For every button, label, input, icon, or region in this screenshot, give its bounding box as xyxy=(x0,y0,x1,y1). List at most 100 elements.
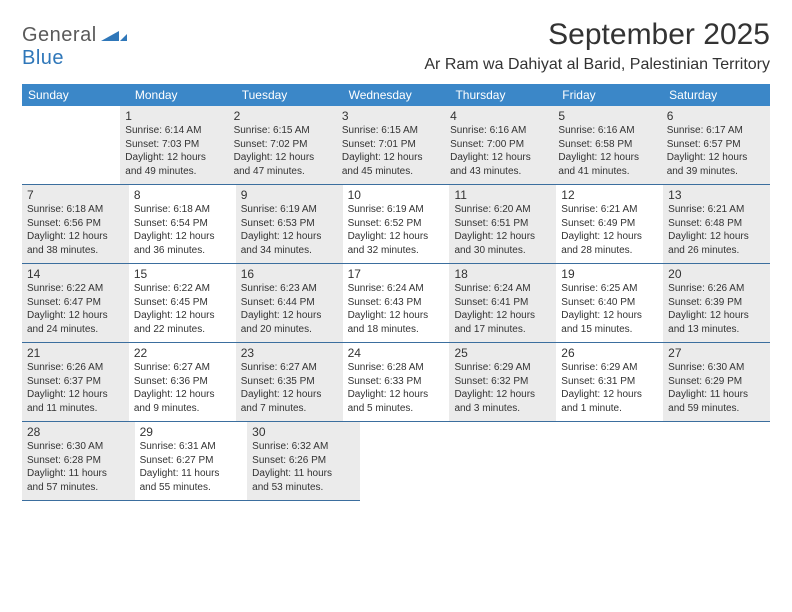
dayheader-cell: Saturday xyxy=(663,84,770,106)
page: General Blue September 2025 Ar Ram wa Da… xyxy=(0,0,792,501)
day-cell: 8Sunrise: 6:18 AMSunset: 6:54 PMDaylight… xyxy=(129,185,236,263)
sunrise-text: Sunrise: 6:26 AM xyxy=(668,282,765,296)
sunrise-text: Sunrise: 6:24 AM xyxy=(348,282,445,296)
daylight-text-2: and 34 minutes. xyxy=(241,244,338,258)
day-info: Sunrise: 6:23 AMSunset: 6:44 PMDaylight:… xyxy=(241,282,338,336)
daylight-text-1: Daylight: 11 hours xyxy=(140,467,243,481)
day-number: 7 xyxy=(27,188,124,202)
daylight-text-2: and 11 minutes. xyxy=(27,402,124,416)
sunset-text: Sunset: 7:01 PM xyxy=(342,138,440,152)
daylight-text-2: and 32 minutes. xyxy=(348,244,445,258)
day-number: 23 xyxy=(241,346,338,360)
day-cell: 20Sunrise: 6:26 AMSunset: 6:39 PMDayligh… xyxy=(663,264,770,342)
day-number: 26 xyxy=(561,346,658,360)
sunset-text: Sunset: 6:35 PM xyxy=(241,375,338,389)
day-number: 5 xyxy=(558,109,656,123)
day-cell: 30Sunrise: 6:32 AMSunset: 6:26 PMDayligh… xyxy=(247,422,360,501)
sunset-text: Sunset: 6:32 PM xyxy=(454,375,551,389)
daylight-text-1: Daylight: 11 hours xyxy=(27,467,130,481)
logo-icon xyxy=(101,24,127,47)
sunset-text: Sunset: 6:51 PM xyxy=(454,217,551,231)
day-info: Sunrise: 6:22 AMSunset: 6:47 PMDaylight:… xyxy=(27,282,124,336)
sunrise-text: Sunrise: 6:18 AM xyxy=(27,203,124,217)
daylight-text-1: Daylight: 12 hours xyxy=(668,230,765,244)
daylight-text-1: Daylight: 12 hours xyxy=(27,230,124,244)
day-number: 6 xyxy=(667,109,765,123)
title-block: September 2025 Ar Ram wa Dahiyat al Bari… xyxy=(424,18,770,74)
day-cell: 28Sunrise: 6:30 AMSunset: 6:28 PMDayligh… xyxy=(22,422,135,501)
day-cell: 4Sunrise: 6:16 AMSunset: 7:00 PMDaylight… xyxy=(445,106,553,184)
daylight-text-1: Daylight: 11 hours xyxy=(252,467,355,481)
day-number: 18 xyxy=(454,267,551,281)
sunset-text: Sunset: 6:33 PM xyxy=(348,375,445,389)
day-cell: 21Sunrise: 6:26 AMSunset: 6:37 PMDayligh… xyxy=(22,343,129,421)
day-number: 15 xyxy=(134,267,231,281)
day-number: 27 xyxy=(668,346,765,360)
day-number: 30 xyxy=(252,425,355,439)
logo-part1: General xyxy=(22,24,97,46)
day-number: 11 xyxy=(454,188,551,202)
daylight-text-1: Daylight: 12 hours xyxy=(125,151,223,165)
day-cell: 5Sunrise: 6:16 AMSunset: 6:58 PMDaylight… xyxy=(553,106,661,184)
sunset-text: Sunset: 7:00 PM xyxy=(450,138,548,152)
sunrise-text: Sunrise: 6:30 AM xyxy=(668,361,765,375)
day-info: Sunrise: 6:31 AMSunset: 6:27 PMDaylight:… xyxy=(140,440,243,494)
daylight-text-2: and 18 minutes. xyxy=(348,323,445,337)
sunrise-text: Sunrise: 6:29 AM xyxy=(561,361,658,375)
sunrise-text: Sunrise: 6:21 AM xyxy=(668,203,765,217)
day-info: Sunrise: 6:30 AMSunset: 6:29 PMDaylight:… xyxy=(668,361,765,415)
month-title: September 2025 xyxy=(424,18,770,52)
empty-cell xyxy=(360,422,463,501)
dayheader-cell: Wednesday xyxy=(343,84,450,106)
logo-part2: Blue xyxy=(22,47,64,69)
sunrise-text: Sunrise: 6:30 AM xyxy=(27,440,130,454)
empty-cell xyxy=(667,422,770,501)
sunrise-text: Sunrise: 6:14 AM xyxy=(125,124,223,138)
logo-text: General Blue xyxy=(22,24,127,70)
day-info: Sunrise: 6:18 AMSunset: 6:54 PMDaylight:… xyxy=(134,203,231,257)
sunrise-text: Sunrise: 6:27 AM xyxy=(241,361,338,375)
daylight-text-2: and 57 minutes. xyxy=(27,481,130,495)
daylight-text-2: and 1 minute. xyxy=(561,402,658,416)
sunset-text: Sunset: 6:37 PM xyxy=(27,375,124,389)
daylight-text-2: and 26 minutes. xyxy=(668,244,765,258)
dayheader-cell: Tuesday xyxy=(236,84,343,106)
daylight-text-1: Daylight: 12 hours xyxy=(241,388,338,402)
calendar: SundayMondayTuesdayWednesdayThursdayFrid… xyxy=(22,84,770,501)
day-info: Sunrise: 6:24 AMSunset: 6:41 PMDaylight:… xyxy=(454,282,551,336)
day-cell: 3Sunrise: 6:15 AMSunset: 7:01 PMDaylight… xyxy=(337,106,445,184)
daylight-text-2: and 22 minutes. xyxy=(134,323,231,337)
sunset-text: Sunset: 6:27 PM xyxy=(140,454,243,468)
sunrise-text: Sunrise: 6:26 AM xyxy=(27,361,124,375)
sunrise-text: Sunrise: 6:15 AM xyxy=(342,124,440,138)
day-number: 1 xyxy=(125,109,223,123)
sunrise-text: Sunrise: 6:25 AM xyxy=(561,282,658,296)
sunset-text: Sunset: 6:57 PM xyxy=(667,138,765,152)
daylight-text-1: Daylight: 11 hours xyxy=(668,388,765,402)
day-info: Sunrise: 6:30 AMSunset: 6:28 PMDaylight:… xyxy=(27,440,130,494)
day-cell: 2Sunrise: 6:15 AMSunset: 7:02 PMDaylight… xyxy=(229,106,337,184)
sunrise-text: Sunrise: 6:28 AM xyxy=(348,361,445,375)
daylight-text-1: Daylight: 12 hours xyxy=(561,309,658,323)
daylight-text-2: and 28 minutes. xyxy=(561,244,658,258)
sunrise-text: Sunrise: 6:19 AM xyxy=(241,203,338,217)
day-cell: 17Sunrise: 6:24 AMSunset: 6:43 PMDayligh… xyxy=(343,264,450,342)
day-cell: 15Sunrise: 6:22 AMSunset: 6:45 PMDayligh… xyxy=(129,264,236,342)
sunset-text: Sunset: 6:36 PM xyxy=(134,375,231,389)
sunrise-text: Sunrise: 6:27 AM xyxy=(134,361,231,375)
day-info: Sunrise: 6:27 AMSunset: 6:35 PMDaylight:… xyxy=(241,361,338,415)
sunset-text: Sunset: 6:53 PM xyxy=(241,217,338,231)
sunset-text: Sunset: 6:41 PM xyxy=(454,296,551,310)
daylight-text-2: and 49 minutes. xyxy=(125,165,223,179)
day-number: 9 xyxy=(241,188,338,202)
daylight-text-1: Daylight: 12 hours xyxy=(454,309,551,323)
daylight-text-1: Daylight: 12 hours xyxy=(134,309,231,323)
day-number: 24 xyxy=(348,346,445,360)
daylight-text-1: Daylight: 12 hours xyxy=(454,388,551,402)
day-cell: 12Sunrise: 6:21 AMSunset: 6:49 PMDayligh… xyxy=(556,185,663,263)
day-info: Sunrise: 6:14 AMSunset: 7:03 PMDaylight:… xyxy=(125,124,223,178)
empty-cell xyxy=(462,422,565,501)
sunrise-text: Sunrise: 6:20 AM xyxy=(454,203,551,217)
day-number: 4 xyxy=(450,109,548,123)
sunset-text: Sunset: 6:48 PM xyxy=(668,217,765,231)
